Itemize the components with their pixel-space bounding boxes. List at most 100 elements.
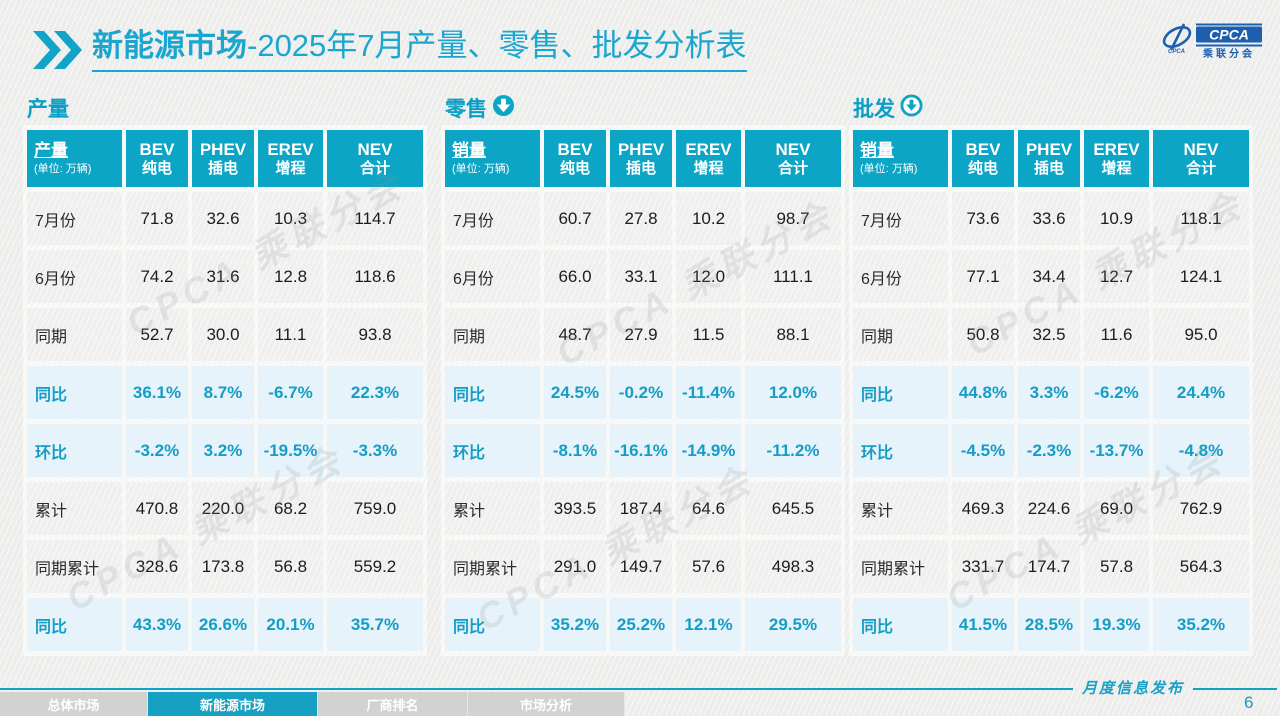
svg-text:CPCA: CPCA xyxy=(1168,49,1185,55)
cell-value: 469.3 xyxy=(952,482,1014,535)
row-label: 同期累计 xyxy=(445,540,540,593)
cell-value: 74.2 xyxy=(126,250,188,303)
cell-value: 124.1 xyxy=(1153,250,1249,303)
cell-value: 12.1% xyxy=(676,598,741,651)
table-row: 环比 -8.1% -16.1% -14.9% -11.2% xyxy=(445,424,841,477)
cell-value: 111.1 xyxy=(745,250,841,303)
cell-value: 759.0 xyxy=(327,482,423,535)
cell-value: 33.6 xyxy=(1018,192,1080,245)
cell-value: 35.7% xyxy=(327,598,423,651)
cell-value: 35.2% xyxy=(544,598,606,651)
page-title-bold: 新能源市场 xyxy=(92,28,247,63)
cell-value: 12.0 xyxy=(676,250,741,303)
cell-value: -4.5% xyxy=(952,424,1014,477)
cell-value: -6.7% xyxy=(258,366,323,419)
page-title: 新能源市场-2025年7月产量、零售、批发分析表 xyxy=(92,27,747,72)
cell-value: 34.4 xyxy=(1018,250,1080,303)
cell-value: 10.2 xyxy=(676,192,741,245)
cell-value: -11.2% xyxy=(745,424,841,477)
header-unit: (单位: 万辆) xyxy=(34,162,92,175)
cell-value: 10.9 xyxy=(1084,192,1149,245)
circle-arrow-down-filled-icon xyxy=(492,94,515,123)
row-label: 6月份 xyxy=(27,250,122,303)
cell-value: 69.0 xyxy=(1084,482,1149,535)
cell-value: 24.4% xyxy=(1153,366,1249,419)
cell-value: 3.2% xyxy=(192,424,254,477)
cell-value: 25.2% xyxy=(610,598,672,651)
cell-value: 66.0 xyxy=(544,250,606,303)
header-title: 产量 xyxy=(34,141,68,161)
cell-value: 48.7 xyxy=(544,308,606,361)
table-row: 同比 35.2% 25.2% 12.1% 29.5% xyxy=(445,598,841,651)
row-label: 6月份 xyxy=(445,250,540,303)
cell-value: 71.8 xyxy=(126,192,188,245)
cell-value: 35.2% xyxy=(1153,598,1249,651)
cell-value: 12.0% xyxy=(745,366,841,419)
cell-value: 24.5% xyxy=(544,366,606,419)
cell-value: 44.8% xyxy=(952,366,1014,419)
cell-value: 30.0 xyxy=(192,308,254,361)
row-label: 累计 xyxy=(445,482,540,535)
row-label: 同期累计 xyxy=(27,540,122,593)
table-row: 7月份 60.7 27.8 10.2 98.7 xyxy=(445,192,841,245)
tab-market-analysis[interactable]: 市场分析 xyxy=(468,692,625,716)
header-title: 销量 xyxy=(452,141,486,161)
cell-value: 564.3 xyxy=(1153,540,1249,593)
row-label: 同比 xyxy=(27,366,122,419)
cell-value: 27.8 xyxy=(610,192,672,245)
row-label: 环比 xyxy=(27,424,122,477)
cell-value: -3.2% xyxy=(126,424,188,477)
retail-table: 销量 (单位: 万辆) BEV 纯电 PHEV 插电 EREV 增程 NEV 合计 7月… xyxy=(441,125,845,656)
cell-value: 470.8 xyxy=(126,482,188,535)
col-header-erev: EREV 增程 xyxy=(258,130,323,187)
cell-value: 73.6 xyxy=(952,192,1014,245)
section-label-production: 产量 xyxy=(27,93,69,123)
wholesale-table: 销量 (单位: 万辆) BEV 纯电 PHEV 插电 EREV 增程 NEV 合计 7月… xyxy=(849,125,1253,656)
cell-value: 118.6 xyxy=(327,250,423,303)
table-row: 同期 50.8 32.5 11.6 95.0 xyxy=(853,308,1249,361)
tab-manufacturer-ranking[interactable]: 厂商排名 xyxy=(318,692,468,716)
cpca-logo: CPCA CPCA 乘联分会 xyxy=(1160,20,1265,64)
cell-value: 559.2 xyxy=(327,540,423,593)
cell-value: 27.9 xyxy=(610,308,672,361)
cell-value: 60.7 xyxy=(544,192,606,245)
cell-value: -16.1% xyxy=(610,424,672,477)
cell-value: 29.5% xyxy=(745,598,841,651)
cell-value: 57.8 xyxy=(1084,540,1149,593)
cell-value: 68.2 xyxy=(258,482,323,535)
col-header-erev: EREV 增程 xyxy=(676,130,741,187)
cell-value: -8.1% xyxy=(544,424,606,477)
col-header-phev: PHEV 插电 xyxy=(192,130,254,187)
cell-value: 11.6 xyxy=(1084,308,1149,361)
cell-value: 50.8 xyxy=(952,308,1014,361)
row-label: 7月份 xyxy=(853,192,948,245)
row-label: 累计 xyxy=(27,482,122,535)
cell-value: 43.3% xyxy=(126,598,188,651)
cell-value: 64.6 xyxy=(676,482,741,535)
page-title-rest: -2025年7月产量、零售、批发分析表 xyxy=(247,28,747,63)
header-title: 销量 xyxy=(860,141,894,161)
cell-value: 26.6% xyxy=(192,598,254,651)
row-label: 环比 xyxy=(853,424,948,477)
cell-value: 41.5% xyxy=(952,598,1014,651)
col-header-phev: PHEV 插电 xyxy=(1018,130,1080,187)
tab-overall-market[interactable]: 总体市场 xyxy=(0,692,148,716)
section-label-retail: 零售 xyxy=(445,93,515,123)
cell-value: 149.7 xyxy=(610,540,672,593)
row-label: 7月份 xyxy=(445,192,540,245)
cell-value: 11.1 xyxy=(258,308,323,361)
cell-value: 36.1% xyxy=(126,366,188,419)
col-header-nev: NEV 合计 xyxy=(327,130,423,187)
cell-value: 31.6 xyxy=(192,250,254,303)
col-header-phev: PHEV 插电 xyxy=(610,130,672,187)
cell-value: -0.2% xyxy=(610,366,672,419)
bottom-tab-bar: 总体市场 新能源市场 厂商排名 市场分析 xyxy=(0,692,625,716)
cell-value: 88.1 xyxy=(745,308,841,361)
cell-value: 645.5 xyxy=(745,482,841,535)
cell-value: 12.8 xyxy=(258,250,323,303)
cell-value: 331.7 xyxy=(952,540,1014,593)
section-wholesale-text: 批发 xyxy=(853,98,895,121)
header-unit: (单位: 万辆) xyxy=(860,162,918,175)
table-row: 环比 -4.5% -2.3% -13.7% -4.8% xyxy=(853,424,1249,477)
tab-nev-market[interactable]: 新能源市场 xyxy=(148,692,318,716)
